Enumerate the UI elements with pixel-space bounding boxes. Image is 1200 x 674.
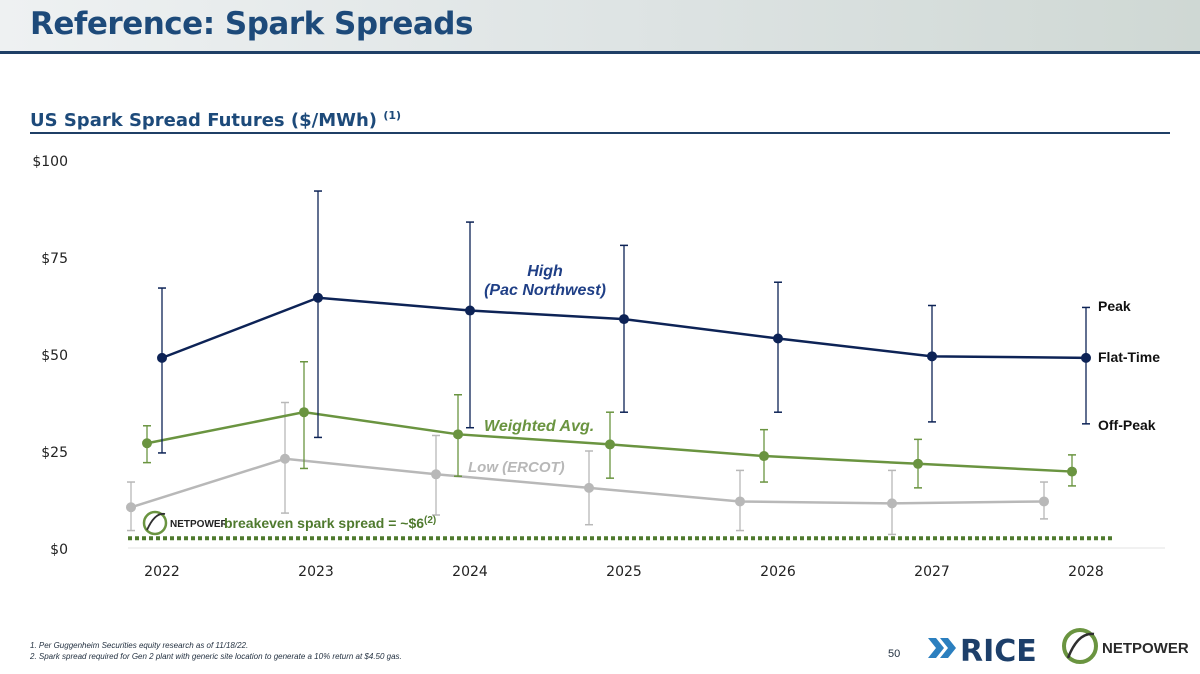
rice-chevron-2-icon xyxy=(940,638,956,658)
low-series-label: Low (ERCOT) xyxy=(468,459,565,476)
x-axis: 2022 2023 2024 2025 2026 2027 2028 xyxy=(144,564,1104,580)
series-high-pac-northwest xyxy=(157,190,1091,454)
footnotes: 1. Per Guggenheim Securities equity rese… xyxy=(30,640,402,662)
footnote-2: 2. Spark spread required for Gen 2 plant… xyxy=(30,652,402,661)
x-tick-label: 2026 xyxy=(760,564,796,580)
data-point xyxy=(280,453,290,464)
page-number: 50 xyxy=(888,648,901,660)
y-axis: $0 $25 $50 $75 $100 xyxy=(32,154,68,558)
high-series-label: High xyxy=(527,263,563,280)
series-line xyxy=(130,457,1045,509)
data-point xyxy=(299,407,309,418)
breakeven-label-text: breakeven spark spread = ~$6 xyxy=(224,515,424,531)
subtitle-divider xyxy=(30,132,1170,134)
data-point xyxy=(465,305,475,316)
y-tick-label: $50 xyxy=(41,348,68,364)
data-point xyxy=(735,496,745,507)
high-series-sublabel: (Pac Northwest) xyxy=(484,282,606,299)
netpower-leaf-stroke-icon xyxy=(1066,632,1095,659)
data-point xyxy=(1067,466,1077,477)
data-point xyxy=(927,351,937,362)
footnote-1: 1. Per Guggenheim Securities equity rese… xyxy=(30,641,249,650)
data-point xyxy=(584,482,594,493)
chart-subtitle-note: (1) xyxy=(383,109,402,122)
x-tick-label: 2028 xyxy=(1068,564,1104,580)
y-tick-label: $25 xyxy=(41,445,68,461)
title-bar xyxy=(0,0,1200,53)
x-tick-label: 2025 xyxy=(606,564,642,580)
page-title: Reference: Spark Spreads xyxy=(30,6,473,42)
x-tick-label: 2023 xyxy=(298,564,334,580)
series-weighted-avg xyxy=(142,361,1077,489)
data-point xyxy=(887,498,897,509)
y-tick-label: $100 xyxy=(32,154,68,170)
flat-time-label: Flat-Time xyxy=(1098,349,1160,365)
data-point xyxy=(605,439,615,450)
netpower-logo-text: NETPOWER xyxy=(170,519,229,530)
data-point xyxy=(619,314,629,325)
rice-logo-text: RICE xyxy=(960,634,1037,666)
off-peak-label: Off-Peak xyxy=(1098,417,1156,433)
netpower-wordmark: NETPOWER xyxy=(1102,640,1188,657)
data-point xyxy=(773,333,783,344)
title-divider xyxy=(0,51,1200,54)
breakeven-note: (2) xyxy=(424,515,436,526)
data-point xyxy=(1039,496,1049,507)
netpower-leaf-icon xyxy=(142,510,168,536)
breakeven-label: breakeven spark spread = ~$6(2) xyxy=(224,515,436,531)
netpower-swoosh-icon xyxy=(146,512,166,531)
data-point xyxy=(1081,352,1091,363)
y-tick-label: $0 xyxy=(50,542,68,558)
y-tick-label: $75 xyxy=(41,251,68,267)
data-point xyxy=(431,469,441,480)
chart-subtitle: US Spark Spread Futures ($/MWh) (1) xyxy=(30,109,401,131)
netpower-breakeven-logo: NETPOWER xyxy=(142,510,229,536)
data-point xyxy=(759,451,769,462)
netpower-logo: NETPOWER xyxy=(1062,628,1188,664)
chart-subtitle-text: US Spark Spread Futures ($/MWh) xyxy=(30,110,378,131)
data-point xyxy=(157,352,167,363)
x-tick-label: 2024 xyxy=(452,564,488,580)
weighted-avg-series-label: Weighted Avg. xyxy=(484,418,594,435)
data-point xyxy=(142,438,152,449)
data-point xyxy=(126,502,136,513)
data-point xyxy=(313,292,323,303)
netpower-ring-icon xyxy=(1062,628,1098,664)
data-point xyxy=(913,458,923,469)
x-tick-label: 2022 xyxy=(144,564,180,580)
spark-spread-chart: $0 $25 $50 $75 $100 2022 2023 2024 2025 2026 2027… xyxy=(32,154,1165,580)
rice-logo: RICE xyxy=(928,634,1037,666)
rice-chevron-1-icon xyxy=(928,638,944,658)
series-low-ercot xyxy=(126,401,1049,536)
peak-label: Peak xyxy=(1098,298,1131,314)
data-point xyxy=(453,429,463,440)
x-tick-label: 2027 xyxy=(914,564,950,580)
